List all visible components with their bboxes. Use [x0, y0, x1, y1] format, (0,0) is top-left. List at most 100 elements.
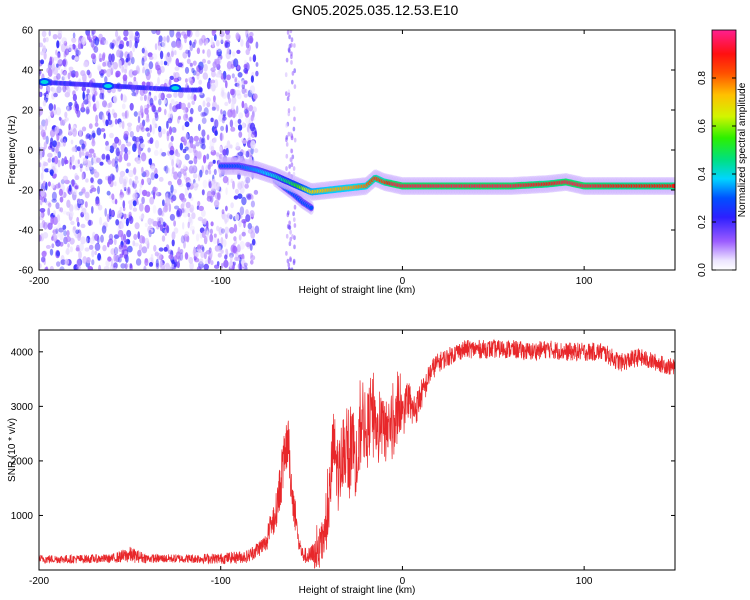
noise-speckle	[194, 182, 197, 187]
x-tick-label: 100	[576, 276, 593, 287]
noise-speckle	[243, 262, 248, 267]
narrowband-blob-core	[40, 80, 49, 84]
noise-speckle	[231, 51, 236, 57]
noise-speckle	[62, 70, 68, 80]
noise-speckle	[253, 148, 259, 154]
noise-speckle	[287, 266, 291, 270]
noise-speckle	[191, 100, 195, 105]
noise-speckle	[160, 60, 164, 66]
noise-speckle	[250, 140, 256, 149]
noise-speckle	[45, 201, 51, 206]
noise-speckle	[84, 191, 90, 199]
noise-speckle	[74, 185, 79, 190]
noise-speckle	[233, 58, 239, 68]
noise-speckle	[182, 211, 188, 218]
noise-speckle	[201, 117, 207, 124]
noise-speckle	[123, 30, 129, 37]
noise-speckle	[236, 105, 239, 114]
noise-speckle	[44, 267, 49, 270]
noise-speckle	[187, 212, 191, 218]
noise-speckle	[107, 241, 110, 248]
noise-speckle	[108, 238, 114, 245]
noise-speckle	[80, 223, 86, 229]
noise-speckle	[152, 191, 156, 200]
noise-speckle	[70, 220, 75, 226]
noise-speckle	[91, 95, 95, 102]
noise-speckle	[91, 259, 95, 266]
noise-speckle	[252, 93, 258, 100]
noise-speckle	[124, 262, 128, 270]
noise-speckle	[212, 190, 215, 198]
noise-speckle	[76, 216, 80, 223]
noise-speckle	[152, 125, 155, 135]
noise-speckle	[285, 135, 289, 140]
noise-speckle	[171, 41, 177, 49]
noise-speckle	[41, 250, 47, 257]
noise-speckle	[141, 236, 146, 244]
noise-speckle	[146, 81, 151, 87]
colorbar-ticks: 0.0 0.2 0.4 0.6 0.8	[697, 71, 736, 277]
noise-speckle	[201, 138, 205, 144]
noise-speckle	[72, 226, 76, 231]
noise-speckle	[68, 66, 74, 72]
noise-speckle	[198, 258, 204, 265]
noise-speckle	[238, 112, 244, 119]
noise-speckle	[40, 188, 45, 197]
noise-speckle	[105, 140, 109, 147]
noise-speckle	[224, 226, 229, 235]
x-tick-label: -200	[29, 276, 49, 287]
noise-speckle	[243, 63, 248, 69]
noise-speckle	[130, 33, 135, 38]
noise-speckle	[162, 211, 165, 217]
noise-speckle	[198, 38, 204, 46]
noise-speckle	[202, 72, 208, 80]
noise-speckle	[111, 174, 116, 181]
noise-speckle	[231, 264, 235, 270]
noise-speckle	[102, 244, 107, 252]
noise-speckle	[127, 186, 131, 193]
noise-speckle	[166, 132, 170, 142]
noise-speckle	[293, 43, 296, 48]
y-tick-label: 1000	[11, 511, 34, 522]
noise-speckle	[61, 37, 67, 44]
noise-speckle	[111, 158, 116, 168]
noise-speckle	[41, 256, 46, 263]
noise-speckle	[111, 108, 115, 116]
noise-speckle	[71, 73, 76, 78]
noise-speckle	[170, 99, 175, 106]
noise-speckle	[87, 266, 93, 270]
noise-speckle	[199, 137, 203, 144]
noise-speckle	[62, 175, 68, 182]
noise-speckle	[229, 214, 233, 220]
noise-speckle	[293, 244, 296, 250]
noise-speckle	[238, 234, 242, 241]
noise-speckle	[82, 71, 85, 78]
noise-speckle	[291, 234, 294, 239]
noise-speckle	[171, 231, 176, 240]
noise-speckle	[82, 157, 88, 164]
noise-speckle	[101, 153, 106, 160]
noise-speckle	[211, 30, 216, 37]
noise-speckle	[184, 146, 189, 151]
noise-speckle	[239, 206, 245, 216]
noise-speckle	[151, 165, 156, 172]
noise-speckle	[187, 93, 191, 101]
noise-speckle	[188, 192, 192, 199]
noise-speckle	[85, 237, 89, 244]
noise-speckle	[108, 233, 114, 241]
noise-speckle	[225, 205, 228, 212]
noise-speckle	[123, 213, 127, 220]
noise-speckle	[205, 250, 211, 255]
noise-speckle	[184, 37, 187, 44]
snr-plot-area	[39, 338, 675, 570]
noise-speckle	[74, 175, 80, 181]
noise-speckle	[117, 210, 122, 219]
noise-speckle	[55, 49, 58, 56]
noise-speckle	[81, 172, 84, 181]
noise-speckle	[293, 106, 296, 112]
noise-speckle	[49, 265, 54, 270]
noise-speckle	[255, 41, 259, 49]
noise-speckle	[76, 258, 81, 268]
noise-speckle	[107, 256, 112, 262]
noise-speckle	[121, 103, 126, 110]
